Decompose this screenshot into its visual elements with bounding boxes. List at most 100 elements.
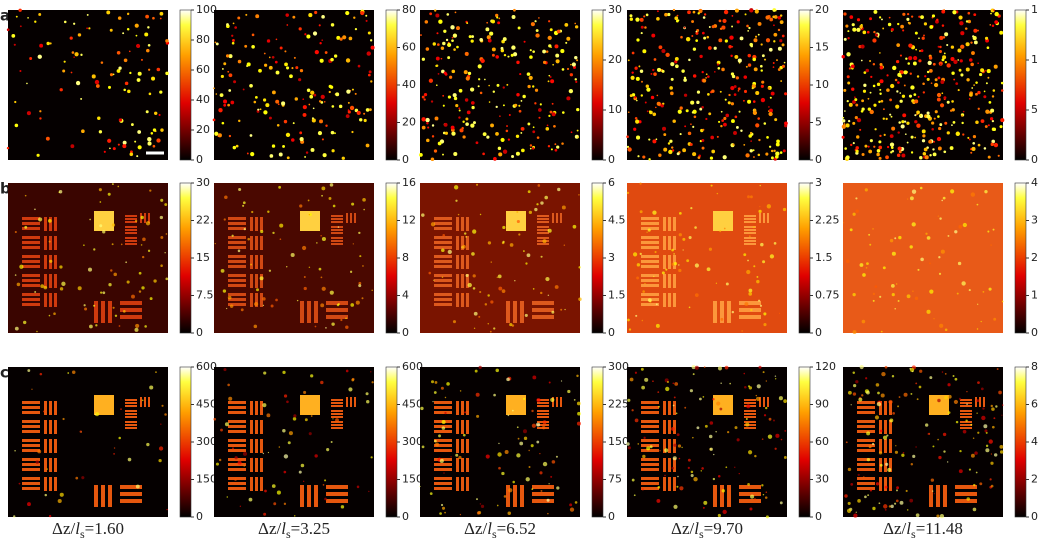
speckle <box>693 477 698 482</box>
speckle <box>1001 414 1003 416</box>
speckle <box>493 393 496 397</box>
speckle <box>120 408 122 410</box>
target-bar <box>44 274 47 288</box>
speckle <box>730 54 733 58</box>
speckle <box>845 155 850 160</box>
speckle <box>145 221 151 226</box>
speckle <box>781 64 785 68</box>
target-bar <box>434 246 452 249</box>
target-bar <box>673 293 676 307</box>
speckle <box>980 320 982 323</box>
speckle <box>719 230 722 233</box>
speckle <box>881 371 886 377</box>
speckle <box>977 431 980 434</box>
speckle <box>972 36 977 41</box>
speckle <box>961 281 966 286</box>
target-bar <box>713 301 717 323</box>
speckle <box>118 66 122 70</box>
speckle <box>843 222 845 224</box>
target-bar <box>663 293 666 307</box>
speckle <box>849 15 854 19</box>
target-bar <box>125 232 137 234</box>
target-bar <box>331 229 343 231</box>
target-bar <box>713 485 717 507</box>
image-panel <box>626 182 787 333</box>
speckle <box>654 250 657 254</box>
speckle <box>747 53 751 58</box>
speckle <box>756 396 761 401</box>
speckle <box>69 36 73 40</box>
speckle <box>441 426 446 430</box>
speckle <box>852 392 857 396</box>
speckle <box>671 248 674 252</box>
colorbar-tick-label: 20 <box>1031 473 1038 486</box>
target-square <box>713 395 733 415</box>
target-bar <box>889 401 892 415</box>
speckle <box>640 32 643 35</box>
speckle <box>985 448 990 453</box>
speckle <box>303 286 307 291</box>
speckle <box>435 64 439 67</box>
speckle <box>879 429 883 433</box>
speckle <box>965 67 970 72</box>
speckle <box>891 293 895 297</box>
speckle <box>843 110 846 112</box>
speckle <box>504 449 509 454</box>
image-panel <box>843 364 1004 519</box>
speckle <box>568 88 574 94</box>
speckle <box>670 91 674 96</box>
speckle <box>759 304 763 307</box>
speckle <box>923 34 925 37</box>
target-bar <box>120 485 142 489</box>
speckle <box>900 124 905 129</box>
speckle <box>991 425 995 429</box>
target-bar <box>54 255 57 269</box>
speckle <box>487 38 492 43</box>
speckle <box>523 397 526 400</box>
speckle <box>942 196 946 200</box>
speckle <box>253 324 258 329</box>
speckle <box>743 372 746 375</box>
colorbar-tick-label: 1.5 <box>815 251 833 264</box>
speckle <box>433 391 437 394</box>
speckle <box>859 24 863 29</box>
speckle <box>993 9 996 12</box>
speckle <box>895 499 899 503</box>
speckle <box>75 80 81 86</box>
speckle <box>656 17 660 21</box>
target-bar <box>744 215 756 217</box>
speckle <box>652 68 655 72</box>
speckle <box>841 119 846 123</box>
speckle <box>780 438 783 441</box>
speckle <box>253 100 257 104</box>
target-bar <box>125 229 137 231</box>
speckle <box>737 87 741 91</box>
speckle <box>938 256 941 259</box>
target-bar <box>461 236 464 250</box>
target-bar <box>44 420 47 434</box>
speckle <box>701 146 705 150</box>
speckle <box>242 204 245 207</box>
target-bar <box>641 246 659 249</box>
speckle <box>770 156 774 160</box>
speckle <box>760 242 764 247</box>
speckle <box>896 43 901 47</box>
speckle <box>683 26 686 29</box>
speckle <box>111 243 114 246</box>
speckle <box>722 155 727 160</box>
speckle <box>421 57 425 61</box>
target-bar <box>668 293 671 307</box>
speckle <box>971 51 975 55</box>
speckle <box>966 390 968 393</box>
speckle <box>992 89 996 92</box>
speckle <box>237 59 242 64</box>
speckle <box>897 300 900 302</box>
speckle <box>497 21 501 25</box>
speckle <box>672 119 676 123</box>
speckle <box>740 129 743 132</box>
target-bar <box>228 217 246 220</box>
target-bar <box>668 458 671 472</box>
colorbar-tick-label: 40 <box>196 93 210 106</box>
target-bar <box>260 293 263 307</box>
speckle <box>334 132 336 135</box>
